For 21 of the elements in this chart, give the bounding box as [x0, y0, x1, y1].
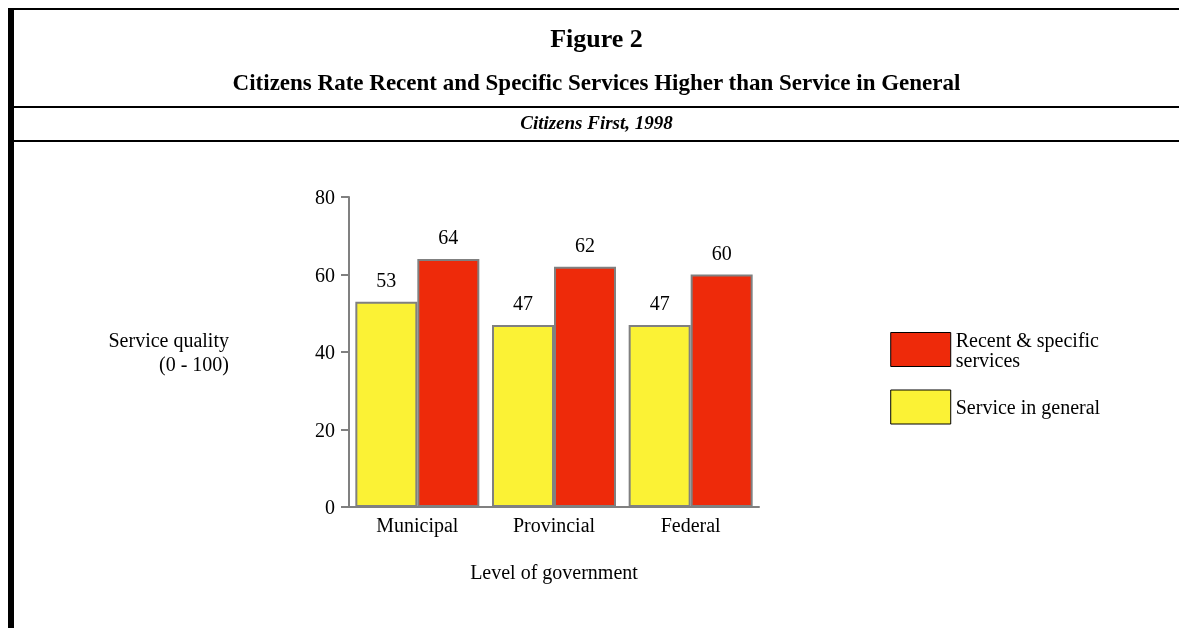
- chart-title: Figure 2: [549, 23, 644, 54]
- y-tick-label: 0: [325, 496, 335, 518]
- x-tick-label: Provincial: [512, 514, 596, 536]
- data-label: 47: [513, 291, 533, 314]
- data-label: 47: [649, 291, 670, 314]
- data-label: 62: [575, 233, 595, 256]
- legend-label: Service in general: [955, 396, 1101, 419]
- text: Citizens First, 1998: [519, 111, 674, 135]
- chart-subtitle: Citizens Rate Recent and Specific Services Higher than Service in General: [231, 69, 962, 96]
- y-axis-title: Service quality (0 - 100): [108, 329, 229, 376]
- y-tick-label: 20: [315, 418, 335, 441]
- y-tick-label: 80: [315, 186, 335, 208]
- data-label: 53: [376, 268, 397, 291]
- x-axis-title: Level of government: [470, 561, 639, 584]
- data-label: 64: [438, 226, 459, 248]
- data-label: 60: [711, 241, 732, 264]
- y-tick-label: 40: [315, 341, 335, 363]
- legend-label: Recent & specific services: [955, 328, 1105, 371]
- x-tick-label: Municipal: [376, 514, 459, 537]
- x-tick-label: Federal: [660, 514, 722, 536]
- y-tick-label: 60: [315, 263, 335, 286]
